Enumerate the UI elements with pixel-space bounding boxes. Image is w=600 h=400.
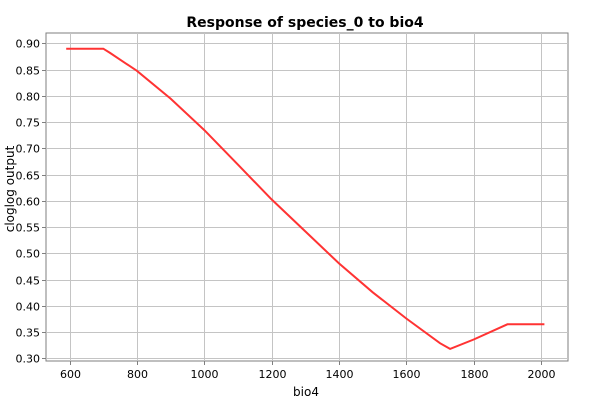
y-tick-label: 0.65 <box>16 170 41 183</box>
y-tick-label: 0.60 <box>16 196 41 209</box>
tick-layer: 600 800 1000 1200 1400 1600 1800 2000 0.30 0.35 0.… <box>16 38 556 382</box>
plot-area <box>45 32 569 362</box>
x-tick-label: 1600 <box>393 368 421 381</box>
x-tick-label: 1200 <box>259 368 287 381</box>
y-tick-label: 0.55 <box>16 222 41 235</box>
chart-title: Response of species_0 to bio4 <box>186 15 424 31</box>
y-tick-label: 0.70 <box>16 143 41 156</box>
y-tick-label: 0.90 <box>16 38 41 51</box>
grid-layer <box>46 33 568 361</box>
x-axis-label: bio4 <box>293 385 319 399</box>
x-tick-label: 600 <box>60 368 81 381</box>
y-tick-label: 0.85 <box>16 65 41 78</box>
x-tick-label: 800 <box>127 368 148 381</box>
x-tick-label: 1400 <box>326 368 354 381</box>
series-layer <box>66 47 545 351</box>
y-tick-label: 0.40 <box>16 301 41 314</box>
y-tick-label: 0.35 <box>16 327 41 340</box>
x-tick-label: 1000 <box>191 368 219 381</box>
y-tick-label: 0.75 <box>16 117 41 130</box>
series-line-species_0 <box>66 47 545 351</box>
y-axis-label: cloglog output <box>3 145 17 232</box>
x-tick-label: 2000 <box>528 368 556 381</box>
y-tick-label: 0.45 <box>16 275 41 288</box>
y-tick-label: 0.80 <box>16 91 41 104</box>
x-tick-label: 1800 <box>461 368 489 381</box>
y-tick-label: 0.50 <box>16 248 41 261</box>
y-tick-label: 0.30 <box>16 353 41 366</box>
